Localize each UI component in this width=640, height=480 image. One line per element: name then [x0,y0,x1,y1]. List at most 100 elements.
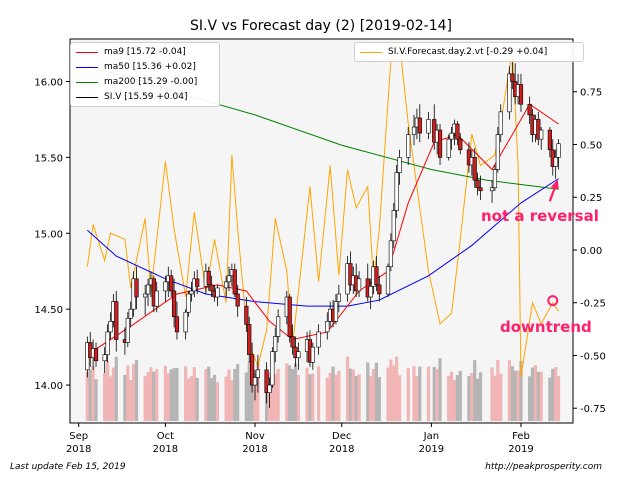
y-right-tick-label: -0.50 [580,351,606,362]
candle-body [252,377,258,386]
volume-bar [143,376,147,421]
candle-body [235,293,240,307]
y-right-tick-label: -0.25 [580,299,606,310]
annotation-circle [547,295,559,307]
candle-body [102,354,107,362]
volume-bar [111,367,115,421]
volume-bar [328,372,332,421]
volume-bar [455,375,459,421]
volume-bar [476,378,480,421]
volume-bar [438,357,442,421]
candle-body [273,336,278,352]
volume-bar [412,366,416,421]
candle-body [108,321,113,333]
volume-bar [528,376,532,421]
x-tick-label-line: Oct [157,431,174,442]
volume-bar [345,356,350,421]
candle-body [527,103,532,116]
candle-body [536,119,541,140]
y-left-tick-label: 15.50 [34,153,63,164]
legend-entry: ma200 [15.29 -0.00] [76,75,214,90]
volume-bar [131,364,136,421]
volume-bar [210,378,214,421]
volume-bar [530,367,535,421]
volume-bar [470,372,474,421]
volume-bar [224,376,228,421]
candle-body [385,266,391,295]
volume-bar [539,371,543,421]
volume-bar [293,363,298,421]
x-tick-label-line: 2018 [242,444,267,455]
candle-body [310,346,315,363]
volume-bar [114,356,118,421]
volume-bar [212,374,217,421]
volume-bar [357,374,361,421]
candle-body [356,278,362,292]
volume-bar [172,368,176,421]
volume-bar [134,360,139,421]
volume-bar [175,368,179,421]
x-tick-label-line: 2018 [329,444,354,455]
volume-bar [290,369,295,421]
volume-bar [146,372,150,421]
volume-bar [126,365,130,421]
candle-body [539,129,544,140]
candle-body [518,84,524,105]
candle-body [134,278,139,298]
volume-bar [88,369,92,421]
candle-body [189,290,194,295]
candle-body [296,351,301,359]
x-tick-label-line: Feb [512,431,530,442]
candle-body [145,284,151,295]
x-tick-label-line: 2018 [153,444,178,455]
volume-bar [533,365,538,421]
candle-body [128,308,133,319]
volume-bar [395,356,399,421]
candle-body [455,123,460,140]
volume-bar [554,367,558,421]
legend-entry: SI.V [15.59 +0.04] [76,90,214,105]
volume-bar [192,367,196,421]
candle-body [495,134,500,170]
candle-body [556,143,561,158]
volume-bar [415,376,419,421]
legend-label: SI.V [15.59 +0.04] [104,92,188,102]
candle-body [244,305,249,325]
candle-body [394,172,399,211]
volume-bar [556,376,561,421]
volume-bar [432,366,436,421]
legend-entry: ma9 [15.72 -0.04] [76,45,214,60]
volume-bar [215,382,220,421]
volume-bar [371,368,376,421]
volume-bar [510,366,514,421]
candle-body [348,263,353,286]
x-tick-label-line: Sep [69,431,88,442]
volume-bar [227,369,231,421]
volume-bar [473,360,477,421]
volume-bar [478,372,483,421]
volume-bar [418,366,422,421]
price-candles [85,58,561,408]
volume-bar [516,370,520,421]
legend-swatch [76,67,98,68]
legend-forecast: SI.V.Forecast.day.2.vt [-0.29 +0.04] [354,42,584,62]
volume-bar [195,377,199,421]
x-tick-label-line: 2018 [66,444,91,455]
volume-bar [548,377,552,421]
candle-body [195,278,200,287]
volume-bar [513,370,517,421]
legend-entry: ma50 [15.36 +0.02] [76,60,214,75]
candle-body [547,129,552,151]
candle-body [411,126,417,135]
legend-moving-averages: ma9 [15.72 -0.04] ma50 [15.36 +0.02] ma200… [70,42,220,107]
candle-body [143,293,148,298]
candle-body [247,324,252,355]
volume-bar [354,375,358,421]
y-left-tick-label: 15.00 [34,229,63,240]
volume-bar [447,375,451,421]
candle-body [174,316,180,333]
volume-bar [189,376,194,421]
candle-body [489,187,495,192]
x-tick-label: Dec 2018 [329,431,354,455]
